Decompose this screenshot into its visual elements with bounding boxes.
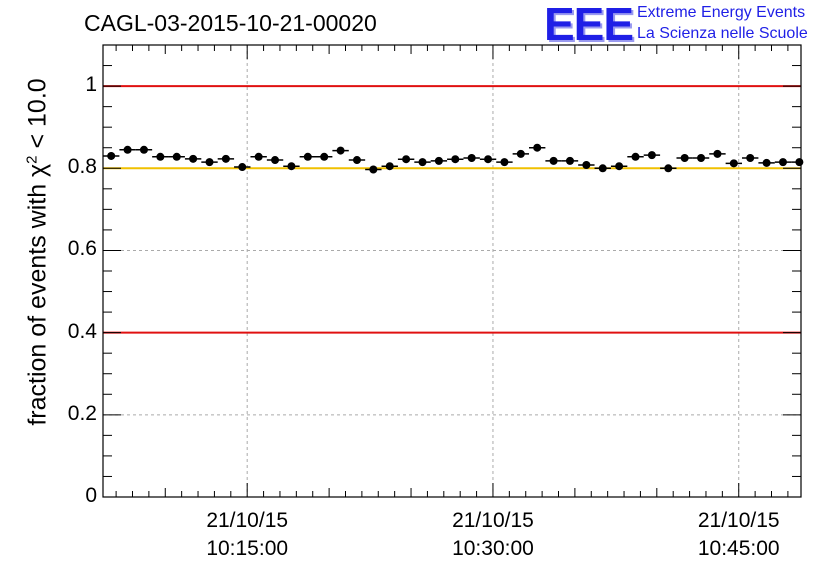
data-point bbox=[664, 164, 673, 173]
data-point bbox=[516, 149, 525, 158]
data-point bbox=[221, 154, 230, 163]
data-point bbox=[238, 163, 247, 172]
data-point bbox=[680, 154, 689, 162]
data-point bbox=[582, 160, 591, 169]
data-point bbox=[647, 151, 656, 160]
data-point bbox=[254, 152, 263, 161]
data-point bbox=[418, 158, 427, 167]
logo-mark: EEE bbox=[544, 0, 634, 50]
data-point bbox=[697, 154, 706, 162]
logo-line-1: Extreme Energy Events bbox=[637, 4, 806, 21]
y-tick-label: 0.2 bbox=[67, 401, 97, 425]
data-point bbox=[336, 146, 345, 155]
data-point bbox=[189, 154, 198, 163]
x-tick-time: 10:30:00 bbox=[452, 537, 534, 560]
x-tick-date: 21/10/15 bbox=[697, 509, 780, 532]
x-tick-date: 21/10/15 bbox=[206, 509, 289, 532]
data-point bbox=[303, 152, 312, 161]
data-point bbox=[746, 154, 755, 162]
data-point bbox=[172, 152, 181, 161]
data-point bbox=[565, 156, 574, 165]
x-tick-time: 10:15:00 bbox=[206, 537, 289, 560]
data-point bbox=[795, 158, 804, 167]
plot-frame bbox=[102, 44, 802, 498]
data-point bbox=[533, 143, 542, 152]
y-tick-label: 0.8 bbox=[67, 155, 97, 179]
eee-logo: EEE Extreme Energy Events La Scienza nel… bbox=[544, 0, 834, 50]
y-tick-label: 1 bbox=[85, 73, 97, 97]
data-point bbox=[778, 158, 787, 167]
x-tick-label: 21/10/15 10:15:00 bbox=[172, 507, 322, 563]
data-point bbox=[320, 152, 329, 161]
data-point bbox=[385, 162, 394, 171]
logo-line-2: La Scienza nelle Scuole bbox=[637, 25, 808, 42]
y-tick-label: 0 bbox=[85, 484, 97, 507]
data-point bbox=[467, 154, 476, 162]
data-point bbox=[352, 156, 361, 165]
x-tick-label: 21/10/15 10:45:00 bbox=[664, 507, 814, 563]
data-point bbox=[713, 149, 722, 158]
x-tick-time: 10:45:00 bbox=[697, 537, 780, 560]
data-point bbox=[451, 155, 460, 164]
data-point bbox=[549, 156, 558, 165]
x-tick-date: 21/10/15 bbox=[452, 509, 534, 532]
data-point bbox=[107, 151, 116, 160]
data-point bbox=[729, 159, 738, 168]
data-point bbox=[139, 145, 148, 154]
data-point bbox=[598, 164, 607, 173]
chart-title: CAGL-03-2015-10-21-00020 bbox=[84, 10, 377, 36]
data-point bbox=[156, 152, 165, 161]
y-tick-label: 0.4 bbox=[67, 319, 97, 343]
data-point bbox=[762, 158, 771, 167]
data-point bbox=[484, 155, 493, 164]
data-point bbox=[205, 158, 214, 167]
data-point bbox=[402, 155, 411, 164]
data-point bbox=[500, 158, 509, 167]
data-point bbox=[434, 156, 443, 165]
data-point bbox=[123, 145, 132, 154]
data-point bbox=[631, 152, 640, 161]
data-point bbox=[287, 162, 296, 171]
y-tick-label: 0.6 bbox=[67, 237, 97, 261]
data-point bbox=[369, 165, 378, 174]
data-point bbox=[271, 156, 280, 165]
data-point bbox=[615, 162, 624, 171]
x-tick-label: 21/10/15 10:30:00 bbox=[418, 507, 568, 563]
